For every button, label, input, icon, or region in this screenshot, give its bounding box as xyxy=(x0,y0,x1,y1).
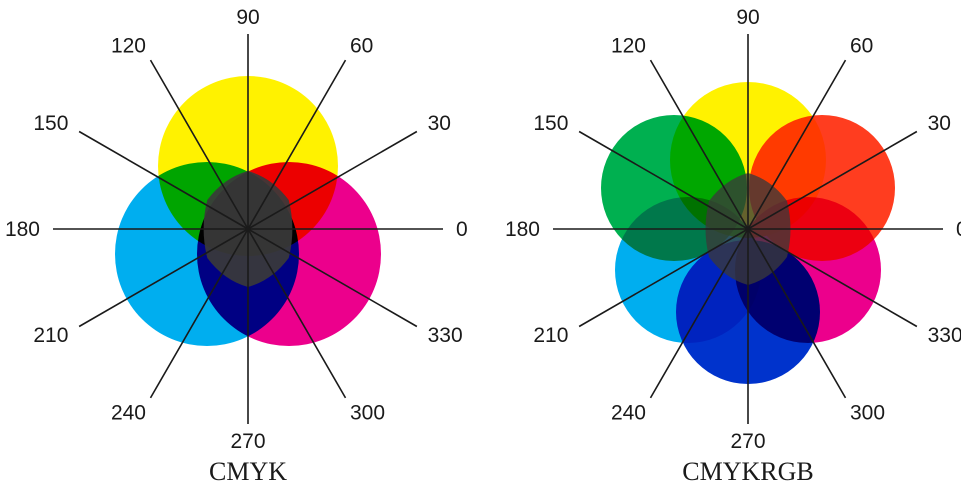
ray-30 xyxy=(247,130,418,230)
angle-label-150: 150 xyxy=(533,112,568,135)
ray-240 xyxy=(649,228,749,399)
angle-label-60: 60 xyxy=(850,34,873,57)
angle-label-210: 210 xyxy=(533,324,568,347)
ray-300 xyxy=(747,228,847,399)
angle-label-210: 210 xyxy=(33,324,68,347)
angle-label-270: 270 xyxy=(230,430,265,453)
ray-210 xyxy=(78,228,249,328)
angle-label-60: 60 xyxy=(350,34,373,57)
center-point xyxy=(745,226,751,232)
angle-label-90: 90 xyxy=(736,6,759,29)
ray-210 xyxy=(578,228,749,328)
angle-label-120: 120 xyxy=(111,34,146,57)
angle-label-30: 30 xyxy=(928,112,951,135)
ray-30 xyxy=(747,130,918,230)
angle-label-240: 240 xyxy=(111,402,146,425)
angle-label-120: 120 xyxy=(611,34,646,57)
angle-label-180: 180 xyxy=(505,218,540,241)
ray-330 xyxy=(747,228,918,328)
cmykrgb-panel: 0 30 60 90 120 150 180 210 240 270 300 330 CMYKRGB xyxy=(505,6,961,486)
ray-150 xyxy=(578,130,749,230)
cmyk-panel: 0 30 60 90 120 150 180 210 240 270 300 330 CMYK xyxy=(5,6,468,486)
angle-rays: 0 30 60 90 120 150 180 210 240 270 300 330 xyxy=(505,6,961,453)
angle-label-0: 0 xyxy=(456,218,468,241)
angle-label-30: 30 xyxy=(428,112,451,135)
ray-60 xyxy=(747,59,847,230)
angle-label-0: 0 xyxy=(956,218,961,241)
angle-label-330: 330 xyxy=(428,324,463,347)
angle-label-240: 240 xyxy=(611,402,646,425)
angle-label-330: 330 xyxy=(928,324,961,347)
ray-240 xyxy=(149,228,249,399)
center-point xyxy=(245,226,251,232)
angle-label-180: 180 xyxy=(5,218,40,241)
ray-60 xyxy=(247,59,347,230)
angle-label-270: 270 xyxy=(730,430,765,453)
panel-caption: CMYKRGB xyxy=(682,457,813,486)
angle-label-90: 90 xyxy=(236,6,259,29)
ray-330 xyxy=(247,228,418,328)
ray-120 xyxy=(149,59,249,230)
ray-300 xyxy=(247,228,347,399)
angle-label-300: 300 xyxy=(350,402,385,425)
angle-label-300: 300 xyxy=(850,402,885,425)
angle-label-150: 150 xyxy=(33,112,68,135)
angle-rays: 0 30 60 90 120 150 180 210 240 270 300 330 xyxy=(5,6,468,453)
panel-caption: CMYK xyxy=(209,457,287,486)
ray-150 xyxy=(78,130,249,230)
ray-120 xyxy=(649,59,749,230)
